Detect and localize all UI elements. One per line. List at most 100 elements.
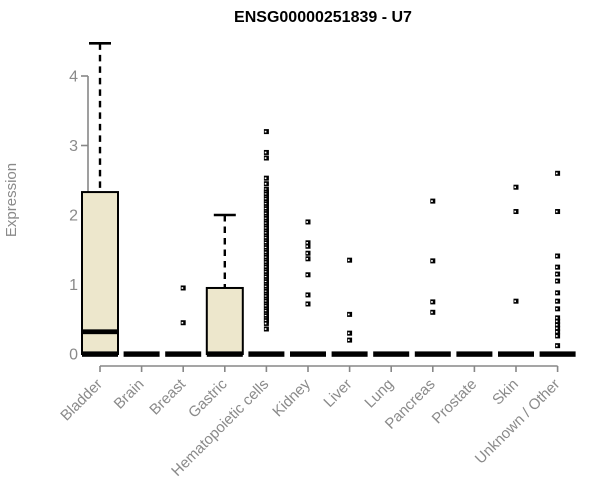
y-tick-label: 1 xyxy=(69,277,78,294)
outlier-point-center xyxy=(555,308,558,310)
outlier-point-center xyxy=(264,256,267,259)
outlier-point-center xyxy=(264,212,267,215)
outlier-point-center xyxy=(264,203,267,205)
outlier-point-center xyxy=(264,177,267,180)
outlier-point-center xyxy=(431,311,433,314)
outlier-point-center xyxy=(555,317,558,319)
x-category-label: Brain xyxy=(111,376,148,413)
outlier-point-center xyxy=(347,339,350,341)
outlier-point-center xyxy=(555,300,558,303)
box-bladder xyxy=(81,191,119,355)
outlier-point-center xyxy=(264,227,267,230)
outlier-point-center xyxy=(306,245,308,248)
outlier-point-center xyxy=(264,261,267,264)
zero-bar-liver xyxy=(331,351,368,357)
outlier-point-center xyxy=(264,193,267,196)
x-category-label: Kidney xyxy=(269,375,314,420)
median-bladder xyxy=(82,329,118,335)
zero-bar-lung xyxy=(373,351,410,357)
outlier-point-center xyxy=(264,266,267,269)
outlier-point-center xyxy=(264,242,267,244)
chart-title: ENSG00000251839 - U7 xyxy=(234,9,412,26)
zero-bar-unknown-other xyxy=(539,351,576,357)
outlier-point-center xyxy=(306,252,308,255)
outlier-point-center xyxy=(306,303,308,305)
zero-bar-bladder xyxy=(82,351,118,357)
zero-bar-prostate xyxy=(456,351,493,357)
outlier-point-center xyxy=(264,276,267,278)
outlier-point-center xyxy=(264,207,267,210)
outlier-point-center xyxy=(264,222,267,225)
x-category-label: Breast xyxy=(146,375,189,418)
outlier-point-center xyxy=(555,320,558,323)
outlier-point-center xyxy=(431,260,433,262)
outlier-point-center xyxy=(347,313,350,316)
outlier-point-center xyxy=(264,285,267,288)
zero-bar-breast xyxy=(165,351,202,357)
outlier-point-center xyxy=(555,330,558,333)
outlier-point-center xyxy=(264,295,267,298)
outlier-point-center xyxy=(181,321,184,324)
y-tick-label: 3 xyxy=(69,138,78,155)
plot-area xyxy=(81,42,576,357)
outlier-point-center xyxy=(264,188,267,191)
outlier-point-center xyxy=(306,257,308,260)
box-gastric xyxy=(205,286,244,356)
outlier-point-center xyxy=(555,210,558,213)
outlier-point-center xyxy=(347,332,350,335)
y-axis-label: Expression xyxy=(3,163,20,237)
zero-bar-hematopoietic-cells xyxy=(248,351,285,357)
outlier-point-center xyxy=(264,280,267,283)
zero-bar-pancreas xyxy=(414,351,451,357)
outlier-point-center xyxy=(555,172,558,175)
outlier-point-center xyxy=(555,344,558,347)
zero-bar-skin xyxy=(498,351,534,357)
outlier-point-center xyxy=(264,182,267,185)
outlier-point-center xyxy=(555,280,558,282)
y-tick-label: 4 xyxy=(69,69,78,86)
outlier-point-center xyxy=(514,186,516,189)
x-category-label: Liver xyxy=(320,376,355,411)
outlier-point-center xyxy=(264,290,267,293)
outlier-point-center xyxy=(347,259,350,262)
outlier-point-center xyxy=(555,273,558,275)
x-category-label: Bladder xyxy=(57,376,106,425)
outlier-point-center xyxy=(181,287,184,289)
outlier-point-center xyxy=(555,266,558,269)
outlier-point-center xyxy=(264,328,267,330)
outlier-point-center xyxy=(264,251,267,254)
outlier-point-center xyxy=(264,151,267,154)
outlier-point-center xyxy=(514,210,516,213)
outlier-point-center xyxy=(431,200,433,202)
outlier-point-center xyxy=(306,242,308,244)
outlier-point-center xyxy=(555,324,558,326)
outlier-point-center xyxy=(264,157,267,159)
outlier-point-center xyxy=(264,198,267,200)
outlier-point-center xyxy=(264,300,267,303)
outlier-point-center xyxy=(264,314,267,317)
outlier-point-center xyxy=(264,130,267,133)
outlier-point-center xyxy=(306,294,308,296)
x-category-label: Prostate xyxy=(429,376,481,428)
outlier-point-center xyxy=(306,273,308,276)
y-tick-label: 2 xyxy=(69,208,78,225)
outlier-point-center xyxy=(264,271,267,273)
outlier-point-center xyxy=(264,305,267,307)
outlier-point-center xyxy=(555,255,558,257)
outlier-point-center xyxy=(514,300,516,303)
outlier-point-center xyxy=(264,322,267,325)
outlier-point-center xyxy=(555,327,558,330)
zero-bar-brain xyxy=(123,351,160,357)
outlier-point-center xyxy=(264,319,267,322)
outlier-point-center xyxy=(264,310,267,312)
outlier-point-center xyxy=(264,232,267,234)
zero-bar-kidney xyxy=(290,351,326,357)
zero-bar-gastric xyxy=(206,351,243,357)
y-tick-label: 0 xyxy=(69,347,78,364)
outlier-point-center xyxy=(431,301,433,303)
outlier-point-center xyxy=(555,335,558,337)
outlier-point-center xyxy=(264,217,267,220)
outlier-point-center xyxy=(264,237,267,239)
outlier-point-center xyxy=(555,292,558,294)
